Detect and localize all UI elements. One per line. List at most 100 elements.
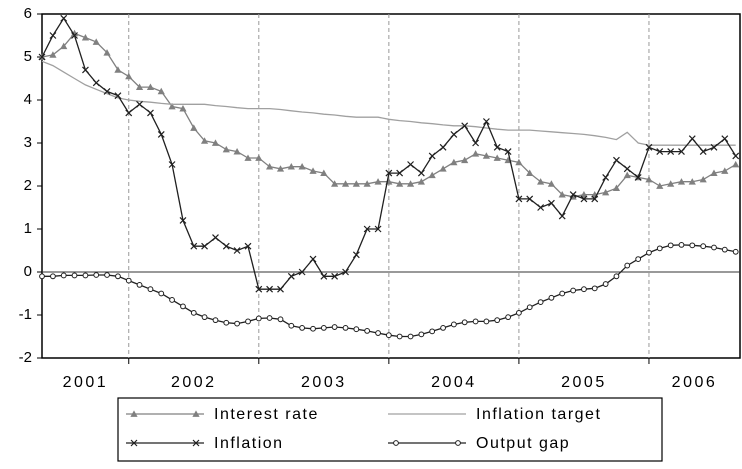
marker [266, 285, 274, 293]
marker [82, 272, 89, 279]
marker [71, 32, 78, 39]
marker [341, 180, 350, 187]
marker [38, 53, 46, 61]
marker [255, 285, 263, 293]
marker [190, 242, 198, 250]
marker [103, 87, 111, 95]
marker [418, 331, 425, 338]
x-tick-label: 2001 [63, 374, 109, 391]
marker [353, 326, 360, 333]
marker [169, 297, 175, 303]
marker [526, 195, 534, 203]
legend-label: Inflation target [476, 406, 601, 423]
marker [688, 135, 696, 143]
marker [407, 333, 414, 340]
marker [721, 167, 729, 174]
marker [320, 272, 328, 280]
legend-box [117, 397, 663, 462]
marker [245, 318, 251, 325]
marker [396, 180, 404, 187]
marker [472, 139, 480, 147]
marker [667, 148, 675, 156]
marker [385, 169, 393, 177]
marker [331, 272, 339, 280]
marker [200, 137, 209, 144]
marker [688, 178, 696, 185]
marker [157, 130, 165, 138]
y-tick-label: 3 [24, 134, 32, 151]
marker [667, 242, 674, 249]
x-tick-label: 2003 [301, 374, 347, 391]
x-tick-label: 2006 [672, 374, 718, 391]
marker [515, 158, 523, 166]
marker [342, 268, 349, 276]
marker [732, 152, 740, 160]
marker [50, 273, 56, 280]
marker [255, 315, 262, 322]
marker [667, 180, 675, 187]
marker [222, 145, 230, 153]
marker [461, 156, 469, 164]
marker [558, 191, 566, 198]
marker [732, 248, 739, 255]
marker [125, 109, 133, 117]
marker [364, 328, 371, 334]
marker [222, 242, 230, 250]
marker [613, 156, 620, 164]
marker [81, 34, 90, 41]
marker [212, 234, 219, 242]
marker [450, 130, 458, 138]
marker [375, 330, 381, 336]
marker [179, 105, 187, 112]
marker [689, 242, 696, 249]
marker [287, 163, 295, 170]
marker [299, 325, 306, 331]
marker [504, 148, 512, 156]
marker [656, 182, 664, 189]
marker [298, 163, 306, 170]
marker [428, 152, 436, 160]
marker [396, 333, 403, 340]
marker [613, 273, 620, 280]
marker [407, 161, 414, 168]
marker [115, 273, 121, 280]
marker [93, 272, 100, 278]
marker [265, 163, 274, 170]
marker [439, 143, 447, 151]
marker [255, 154, 263, 161]
marker [342, 325, 349, 331]
legend-label: Interest rate [214, 406, 319, 423]
marker [569, 191, 577, 199]
marker [190, 309, 197, 316]
y-tick-label: 1 [24, 220, 32, 237]
marker [125, 277, 132, 284]
y-tick-label: 0 [24, 263, 32, 280]
marker [591, 195, 599, 203]
marker [623, 171, 631, 179]
marker [721, 135, 729, 143]
marker [130, 439, 138, 447]
marker [558, 212, 566, 220]
marker [277, 316, 284, 323]
marker [450, 158, 458, 166]
marker [417, 169, 425, 177]
marker [493, 143, 501, 151]
x-tick-label: 2005 [561, 374, 607, 391]
marker [635, 256, 642, 263]
marker [363, 225, 371, 233]
marker [494, 317, 501, 324]
marker [288, 322, 295, 329]
marker [710, 169, 718, 176]
marker [71, 272, 78, 279]
marker [82, 66, 89, 74]
marker [310, 325, 316, 332]
marker [60, 272, 67, 279]
marker [92, 38, 100, 45]
marker [393, 440, 399, 446]
marker [331, 324, 338, 330]
marker [526, 169, 534, 176]
marker [570, 287, 577, 294]
marker [439, 165, 447, 172]
marker [192, 439, 200, 447]
